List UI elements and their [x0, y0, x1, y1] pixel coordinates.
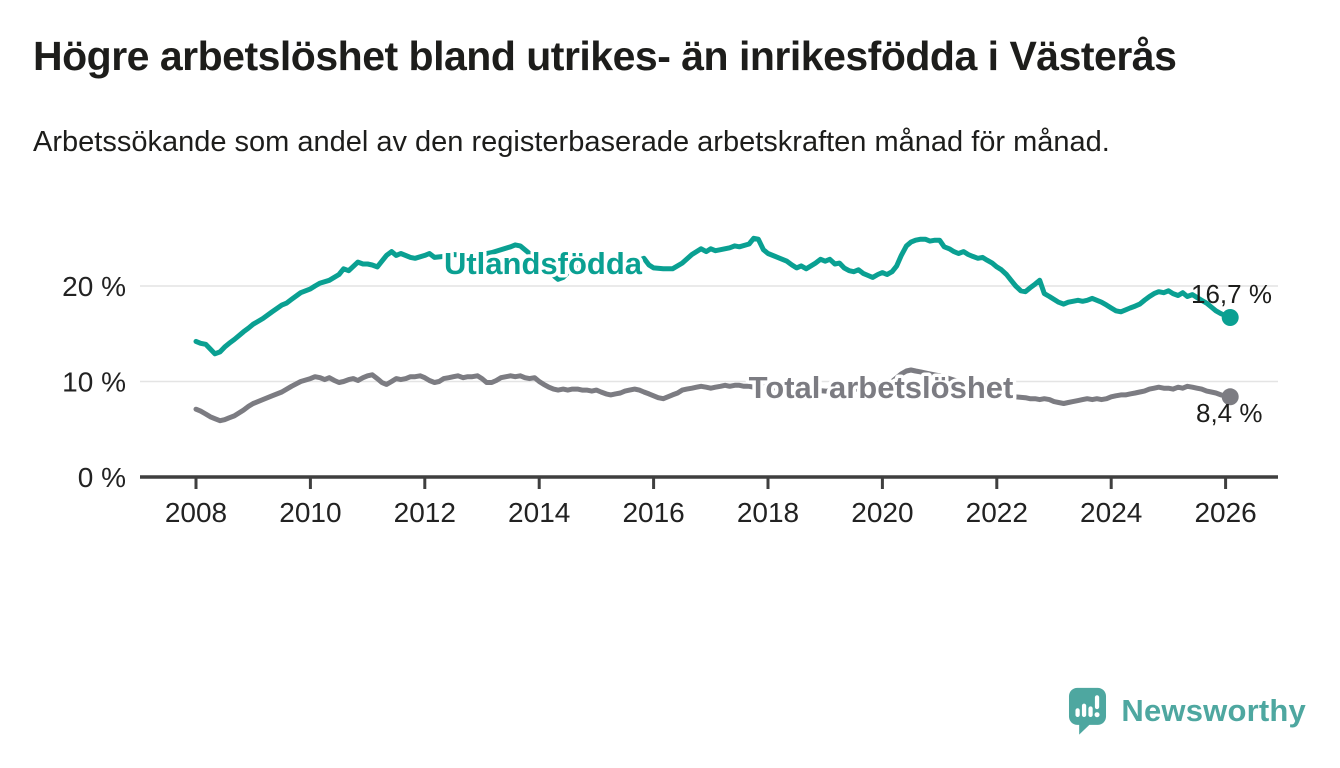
newsworthy-logo-icon — [1069, 687, 1107, 735]
x-tick-label-2012: 2012 — [394, 497, 456, 528]
series-line-utlandsfodda — [193, 235, 1233, 357]
page-title: Högre arbetslöshet bland utrikes- än inr… — [33, 33, 1177, 79]
x-tick-label-2026: 2026 — [1194, 497, 1256, 528]
y-tick-label-20: 20 % — [62, 271, 126, 302]
y-tick-label-0: 0 % — [78, 462, 126, 493]
x-tick-label-2024: 2024 — [1080, 497, 1142, 528]
x-tick-label-2022: 2022 — [966, 497, 1028, 528]
brand-name: Newsworthy — [1121, 693, 1306, 728]
end-dot-total — [1221, 388, 1239, 406]
y-tick-label-10: 10 % — [62, 367, 126, 398]
chart-figure: 2008 2010 2012 2014 2016 2018 2020 2022 2024 2026… — [0, 207, 1340, 537]
series-label-utlandsfodda: Utlandsfödda — [444, 246, 643, 281]
end-value-label-utlandsfodda: 16,7 % — [1191, 279, 1272, 309]
line-chart: 2008 2010 2012 2014 2016 2018 2020 2022 2024 2026… — [62, 235, 1278, 528]
logo-exclamation-dot — [1094, 712, 1100, 718]
series-line-total — [193, 367, 1233, 424]
page-subtitle: Arbetssökande som andel av den registerb… — [33, 126, 1110, 159]
series-label-total: Total arbetslöshet — [749, 370, 1014, 405]
logo-exclamation-stem — [1095, 695, 1100, 710]
x-tick-label-2008: 2008 — [165, 497, 227, 528]
brand-footer: Newsworthy — [1067, 686, 1306, 736]
x-tick-label-2010: 2010 — [279, 497, 341, 528]
end-dot-utlandsfodda — [1221, 309, 1239, 327]
page-root: Högre arbetslöshet bland utrikes- än inr… — [0, 33, 1340, 735]
x-tick-label-2016: 2016 — [622, 497, 684, 528]
x-tick-label-2018: 2018 — [737, 497, 799, 528]
logo-bar-tall — [1082, 703, 1087, 718]
logo-bar-medium — [1088, 706, 1094, 718]
x-tick-label-2014: 2014 — [508, 497, 570, 528]
x-tick-label-2020: 2020 — [851, 497, 913, 528]
end-value-label-total: 8,4 % — [1196, 398, 1263, 428]
logo-bar-small — [1075, 708, 1081, 718]
